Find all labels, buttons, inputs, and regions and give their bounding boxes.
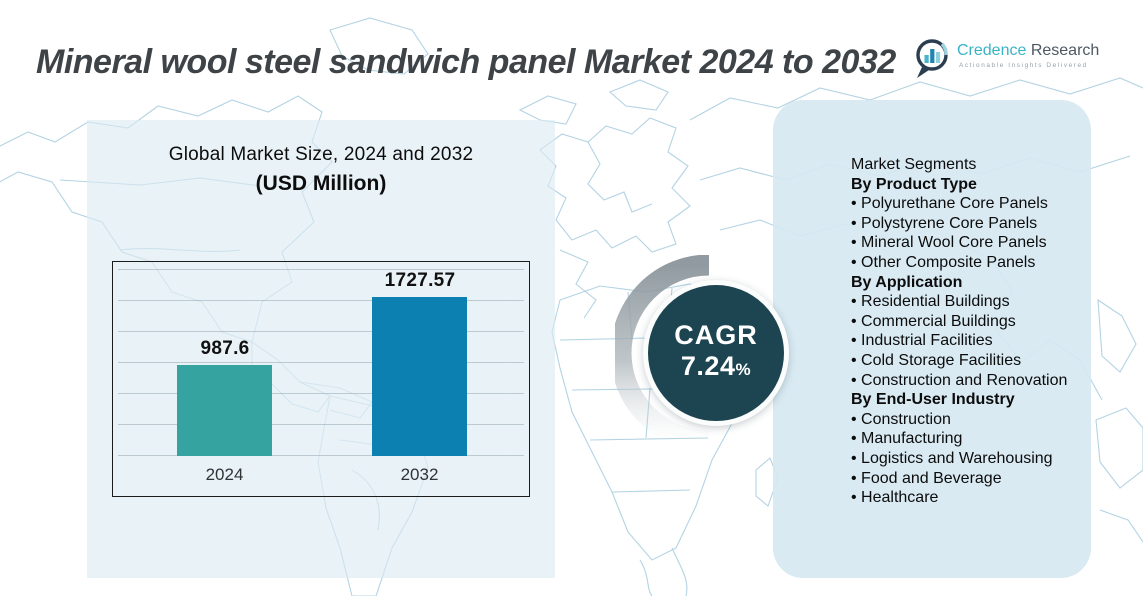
bar-chart: 987.6 1727.57 2024 2032: [112, 261, 530, 497]
segments-list: Market Segments By Product Type Polyuret…: [851, 155, 1073, 508]
bar-value-label-2032: 1727.57: [384, 270, 456, 291]
bar-value-label-2024: 987.6: [200, 338, 250, 359]
chart-title: Global Market Size, 2024 and 2032: [168, 144, 474, 165]
chart-subtitle: (USD Million): [255, 172, 387, 195]
logo-mark-icon: [916, 39, 948, 78]
segment-item: Construction and Renovation: [851, 371, 1073, 391]
segment-group-heading: By Application: [851, 273, 963, 291]
segment-item: Cold Storage Facilities: [851, 351, 1073, 371]
segment-group-heading: By Product Type: [851, 175, 977, 193]
bar-2032: [372, 297, 467, 456]
segment-item: Logistics and Warehousing: [851, 449, 1073, 469]
cagr-percent-sign: %: [735, 360, 752, 379]
brand-name-secondary: Research: [1030, 42, 1100, 59]
segment-item: Polystyrene Core Panels: [851, 214, 1073, 234]
bar-category-label-2032: 2032: [400, 465, 439, 484]
cagr-badge: CAGR 7.24%: [643, 280, 789, 426]
segment-item: Residential Buildings: [851, 292, 1073, 312]
cagr-value-number: 7.24: [680, 351, 736, 381]
segments-title: Market Segments: [851, 156, 977, 173]
brand-tagline: Actionable Insights Delivered: [959, 62, 1088, 69]
bar-category-label-2024: 2024: [205, 465, 244, 484]
chart-header: Global Market Size, 2024 and 2032 (USD M…: [87, 144, 555, 196]
segment-item: Construction: [851, 410, 1073, 430]
segment-item: Polyurethane Core Panels: [851, 194, 1073, 214]
segment-item: Food and Beverage: [851, 469, 1073, 489]
cagr-swoosh-arc: [615, 255, 710, 452]
brand-name-primary: Credence: [957, 42, 1027, 59]
cagr-value: 7.24%: [681, 350, 751, 386]
segment-item: Other Composite Panels: [851, 253, 1073, 273]
segment-item: Healthcare: [851, 488, 1073, 508]
bar-2024: [177, 365, 272, 456]
cagr-label: CAGR: [674, 320, 758, 350]
brand-logo: Credence Research Actionable Insights De…: [912, 36, 1099, 80]
segment-item: Industrial Facilities: [851, 331, 1073, 351]
segment-item: Mineral Wool Core Panels: [851, 233, 1073, 253]
brand-name: Credence Research: [957, 42, 1099, 60]
segment-item: Manufacturing: [851, 429, 1073, 449]
segment-group-heading: By End-User Industry: [851, 391, 1015, 409]
segment-item: Commercial Buildings: [851, 312, 1073, 332]
